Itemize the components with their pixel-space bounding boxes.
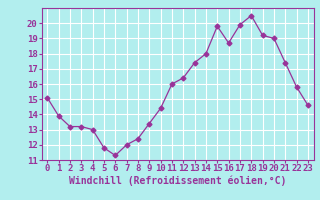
- X-axis label: Windchill (Refroidissement éolien,°C): Windchill (Refroidissement éolien,°C): [69, 176, 286, 186]
